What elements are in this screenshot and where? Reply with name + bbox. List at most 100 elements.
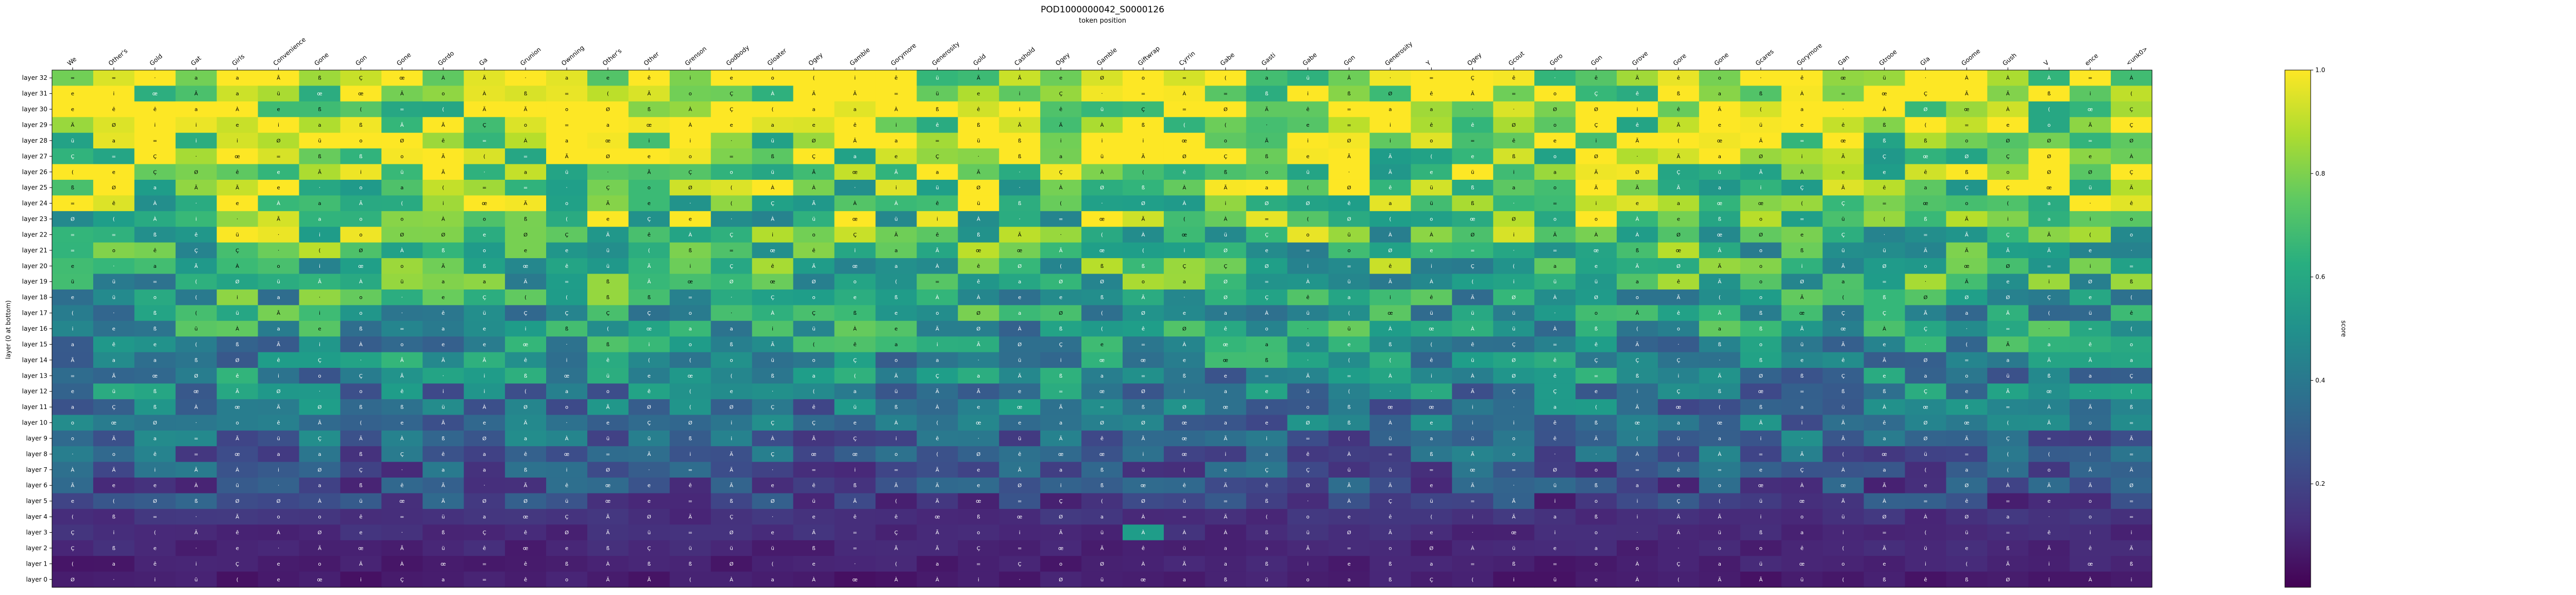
cell-label: =: [1182, 515, 1187, 520]
cell-label: (: [360, 420, 362, 426]
cell-label: o: [1677, 327, 1680, 332]
cell-label: ·: [2048, 515, 2050, 520]
heatmap-cell: [52, 352, 94, 368]
y-tick-label: layer 30: [22, 106, 47, 113]
cell-label: (: [1677, 577, 1680, 583]
heatmap-cell: [1163, 478, 1206, 494]
heatmap-cell: [2070, 430, 2111, 447]
heatmap-cell: [2028, 70, 2070, 87]
cell-label: ü: [1677, 436, 1680, 441]
heatmap-cell: [1863, 179, 1906, 196]
cell-label: ·: [854, 562, 856, 567]
cell-label: Ø: [1059, 279, 1063, 285]
cell-label: ê: [977, 263, 980, 269]
heatmap-cell: [1740, 101, 1782, 117]
heatmap-cell: [1493, 305, 1535, 321]
heatmap-cell: [793, 258, 835, 275]
cell-label: Ø: [1306, 483, 1310, 489]
heatmap-cell: [52, 415, 94, 431]
heatmap-cell: [1040, 148, 1082, 165]
heatmap-cell: [587, 148, 629, 165]
cell-label: Ã: [71, 482, 75, 489]
heatmap-cell: [1040, 242, 1082, 259]
heatmap-cell: [1369, 289, 1412, 305]
cell-label: (: [236, 577, 239, 583]
heatmap-cell: [381, 148, 423, 165]
cell-label: ü: [648, 436, 651, 441]
cell-label: =: [153, 279, 157, 285]
heatmap-cell: [1740, 132, 1782, 149]
cell-label: Ø: [1800, 279, 1804, 285]
cell-label: i: [484, 373, 485, 379]
cell-label: (: [1101, 311, 1103, 316]
cell-label: Ç: [2006, 436, 2010, 441]
cell-label: ·: [2048, 327, 2050, 332]
cell-label: i: [319, 311, 320, 316]
cell-label: œ: [1717, 420, 1722, 426]
cell-label: =: [1347, 107, 1351, 113]
heatmap-cell: [422, 86, 464, 102]
heatmap-cell: [1081, 320, 1123, 337]
heatmap-cell: [422, 368, 464, 384]
heatmap-cell: [1163, 399, 1206, 415]
heatmap-cell: [1246, 148, 1288, 165]
heatmap-cell: [1617, 305, 1658, 321]
heatmap-cell: [1369, 101, 1412, 117]
cell-label: =: [1841, 91, 1845, 97]
heatmap-cell: [669, 415, 711, 431]
cell-label: œ: [1717, 201, 1722, 207]
cell-label: (: [1471, 279, 1473, 285]
heatmap-cell: [917, 430, 958, 447]
heatmap-cell: [875, 242, 917, 259]
heatmap-cell: [1863, 211, 1906, 227]
heatmap-cell: [1328, 70, 1370, 87]
heatmap-cell: [752, 117, 794, 133]
cell-label: e: [1224, 467, 1227, 473]
heatmap-cell: [1452, 430, 1494, 447]
cell-label: ß: [1265, 562, 1268, 567]
heatmap-cell: [134, 336, 176, 353]
heatmap-cell: [1369, 368, 1412, 384]
colorbar-label: score: [2340, 320, 2347, 337]
heatmap-cell: [917, 352, 958, 368]
cell-label: i: [1925, 562, 1926, 567]
cell-label: (: [1760, 107, 1762, 113]
heatmap-cell: [958, 352, 999, 368]
cell-label: À: [1388, 231, 1392, 238]
heatmap-cell: [299, 383, 341, 400]
heatmap-cell: [1863, 86, 1906, 102]
heatmap-cell: [2111, 132, 2153, 149]
cell-label: ·: [1513, 201, 1515, 207]
cell-label: (: [1266, 515, 1268, 520]
heatmap-cell: [1081, 305, 1123, 321]
heatmap-cell: [134, 70, 176, 87]
cell-label: ß: [1883, 295, 1886, 301]
cell-label: (: [895, 562, 897, 567]
heatmap-cell: [1781, 117, 1823, 133]
heatmap-cell: [1205, 242, 1247, 259]
cell-label: (: [2130, 327, 2132, 332]
heatmap-cell: [1287, 132, 1329, 149]
cell-label: a: [442, 279, 445, 285]
heatmap-cell: [175, 258, 217, 275]
cell-label: ·: [484, 483, 485, 489]
heatmap-cell: [1534, 211, 1576, 227]
heatmap-cell: [1040, 336, 1082, 353]
cell-label: Ç: [812, 154, 816, 160]
cell-label: Ç: [647, 217, 651, 223]
cell-label: ü: [565, 499, 568, 504]
heatmap-cell: [422, 164, 464, 180]
cell-label: Ã: [2006, 341, 2010, 348]
cell-label: i: [648, 138, 650, 144]
heatmap-cell: [1246, 86, 1288, 102]
cell-label: (: [2048, 311, 2050, 316]
cell-label: Ä: [1388, 153, 1392, 160]
heatmap-cell: [464, 117, 505, 133]
heatmap-cell: [216, 258, 259, 275]
cell-label: Ç: [318, 358, 321, 363]
heatmap-cell: [1699, 211, 1741, 227]
heatmap-cell: [422, 258, 464, 275]
heatmap-cell: [134, 101, 176, 117]
cell-label: Ä: [442, 356, 445, 363]
y-tick-label: layer 24: [22, 200, 47, 207]
